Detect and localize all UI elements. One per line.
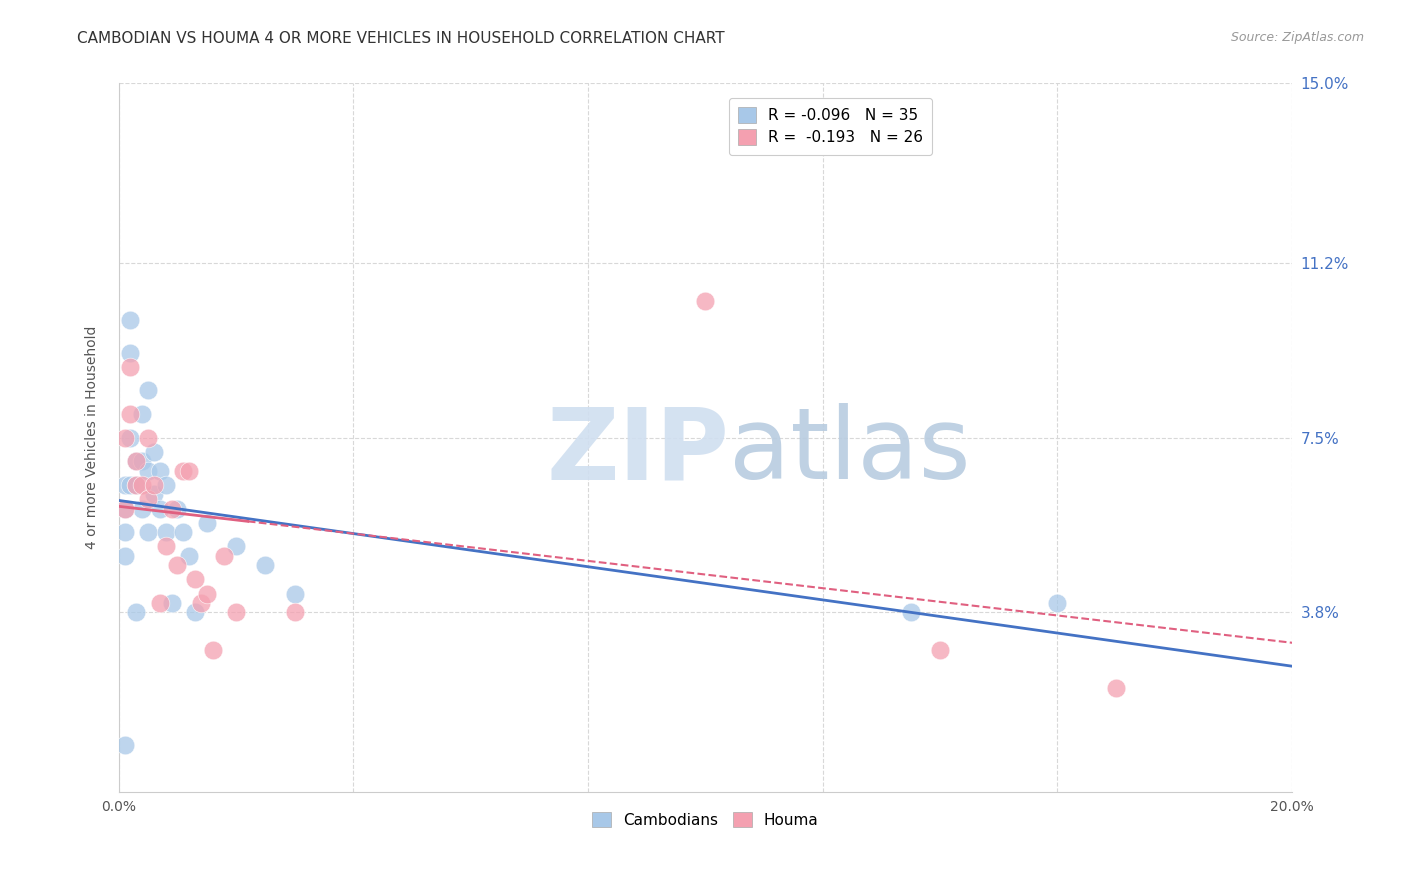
Houma	[160, 501, 183, 516]
Houma	[195, 586, 218, 600]
Cambodians	[120, 478, 142, 492]
Cambodians	[114, 738, 136, 752]
Houma	[142, 478, 165, 492]
Cambodians	[136, 464, 159, 478]
Text: atlas: atlas	[728, 403, 970, 500]
Houma	[136, 492, 159, 507]
Houma	[190, 596, 212, 610]
Houma	[214, 549, 236, 563]
Houma	[284, 606, 307, 620]
Cambodians	[114, 549, 136, 563]
Cambodians	[142, 487, 165, 501]
Cambodians	[131, 407, 153, 421]
Cambodians	[136, 384, 159, 398]
Cambodians	[900, 606, 922, 620]
Houma	[695, 293, 717, 308]
Houma	[114, 501, 136, 516]
Cambodians	[114, 525, 136, 540]
Text: ZIP: ZIP	[546, 403, 728, 500]
Houma	[125, 454, 148, 468]
Cambodians	[155, 478, 177, 492]
Cambodians	[149, 464, 172, 478]
Cambodians	[184, 606, 207, 620]
Text: CAMBODIAN VS HOUMA 4 OR MORE VEHICLES IN HOUSEHOLD CORRELATION CHART: CAMBODIAN VS HOUMA 4 OR MORE VEHICLES IN…	[77, 31, 725, 46]
Houma	[225, 606, 247, 620]
Houma	[131, 478, 153, 492]
Cambodians	[172, 525, 194, 540]
Cambodians	[120, 431, 142, 445]
Houma	[184, 573, 207, 587]
Houma	[172, 464, 194, 478]
Houma	[155, 539, 177, 553]
Cambodians	[195, 516, 218, 530]
Cambodians	[131, 454, 153, 468]
Cambodians	[166, 501, 188, 516]
Cambodians	[120, 312, 142, 326]
Cambodians	[155, 525, 177, 540]
Houma	[125, 478, 148, 492]
Cambodians	[125, 606, 148, 620]
Houma	[201, 643, 224, 657]
Y-axis label: 4 or more Vehicles in Household: 4 or more Vehicles in Household	[86, 326, 100, 549]
Cambodians	[284, 586, 307, 600]
Cambodians	[114, 478, 136, 492]
Cambodians	[125, 454, 148, 468]
Cambodians	[142, 445, 165, 459]
Houma	[149, 596, 172, 610]
Houma	[1105, 681, 1128, 695]
Cambodians	[125, 478, 148, 492]
Cambodians	[136, 525, 159, 540]
Cambodians	[1046, 596, 1069, 610]
Cambodians	[254, 558, 277, 573]
Cambodians	[114, 501, 136, 516]
Houma	[120, 407, 142, 421]
Cambodians	[120, 345, 142, 359]
Text: Source: ZipAtlas.com: Source: ZipAtlas.com	[1230, 31, 1364, 45]
Legend: Cambodians, Houma: Cambodians, Houma	[586, 805, 824, 834]
Cambodians	[131, 501, 153, 516]
Houma	[120, 359, 142, 374]
Houma	[179, 464, 201, 478]
Houma	[166, 558, 188, 573]
Houma	[136, 431, 159, 445]
Cambodians	[179, 549, 201, 563]
Houma	[114, 431, 136, 445]
Cambodians	[160, 596, 183, 610]
Houma	[929, 643, 952, 657]
Cambodians	[149, 501, 172, 516]
Cambodians	[225, 539, 247, 553]
